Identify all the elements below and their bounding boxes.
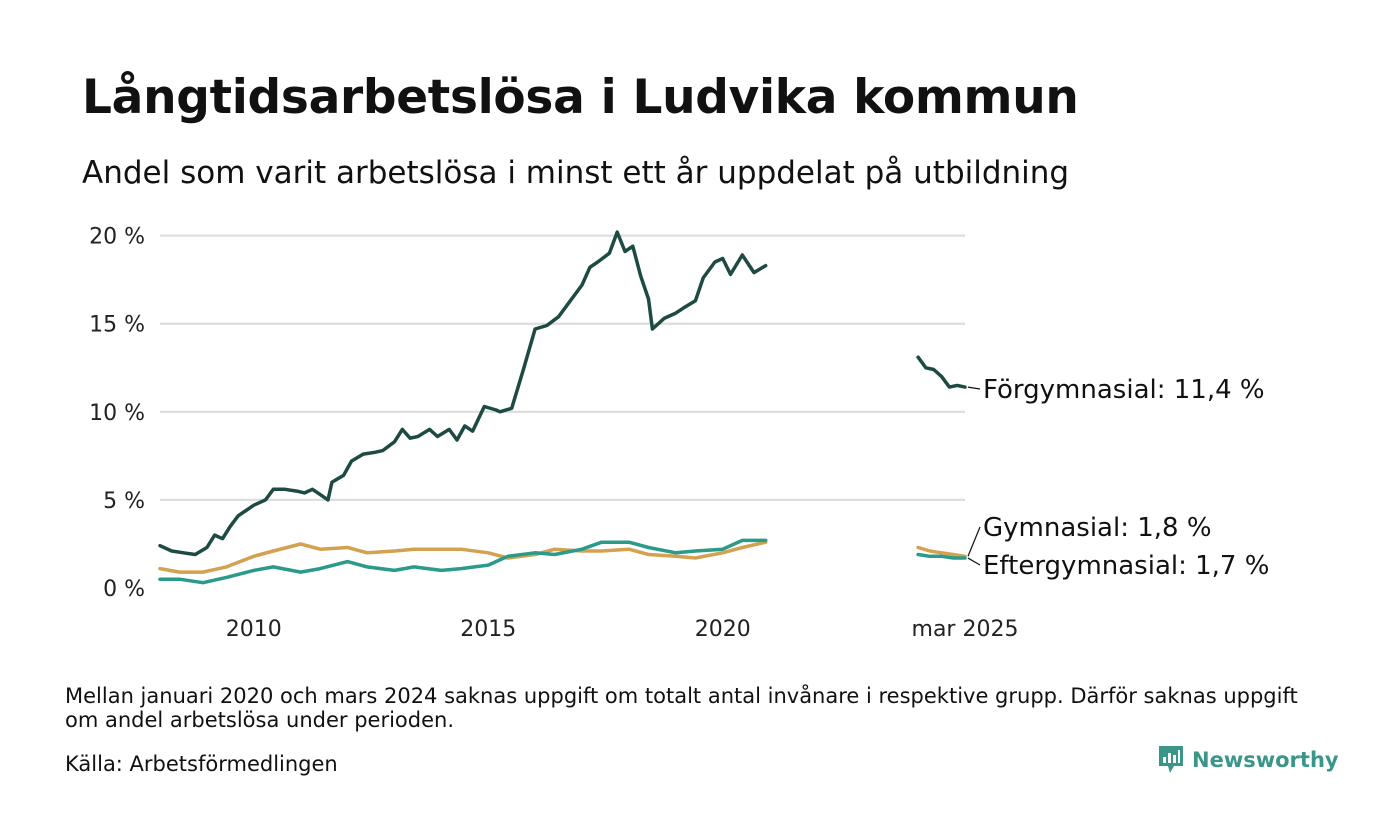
label-leader-line: [967, 557, 981, 566]
chart-title: Långtidsarbetslösa i Ludvika kommun: [82, 70, 1079, 125]
y-tick-label: 15 %: [89, 313, 145, 338]
y-tick-label: 5 %: [103, 489, 145, 514]
series-end-label: Förgymnasial: 11,4 %: [983, 375, 1265, 405]
y-tick-label: 10 %: [89, 401, 145, 426]
x-tick-label: 2020: [695, 617, 751, 642]
source-credit: Källa: Arbetsförmedlingen: [65, 752, 338, 776]
brand-name: Newsworthy: [1192, 748, 1339, 772]
grid-lines: [160, 234, 965, 502]
series-line-förgymnasial: [158, 230, 768, 557]
series-line-gymnasial: [158, 540, 768, 574]
x-tick-label: mar 2025: [912, 617, 1019, 642]
label-leader-line: [967, 526, 981, 557]
chart-subtitle: Andel som varit arbetslösa i minst ett å…: [82, 155, 1070, 191]
series-line-eftergymnasial: [916, 552, 967, 560]
series-line-förgymnasial: [916, 355, 967, 389]
series-end-label: Gymnasial: 1,8 %: [983, 513, 1212, 543]
y-tick-label: 0 %: [103, 577, 145, 602]
series-end-label: Eftergymnasial: 1,7 %: [983, 551, 1269, 581]
y-axis-ticks: 0 % 5 % 10 % 15 % 20 %: [89, 225, 145, 602]
y-tick-label: 20 %: [89, 225, 145, 250]
series-line-gymnasial: [916, 545, 967, 559]
x-axis-ticks: 2010 2015 2020 mar 2025: [226, 617, 1019, 642]
line-chart: 0 %5 %10 %15 %20 % 2010 2015 2020 mar 2025 …: [89, 225, 1269, 642]
newsworthy-logo-icon: [1159, 746, 1183, 773]
x-tick-label: 2010: [226, 617, 282, 642]
brand-logo[interactable]: Newsworthy: [1158, 745, 1339, 775]
series-end-labels: Förgymnasial: 11,4 % Gymnasial: 1,8 % Efte…: [967, 375, 1269, 581]
series-line-eftergymnasial: [158, 538, 768, 585]
series-lines: [158, 230, 967, 585]
label-leader-line: [967, 386, 981, 390]
chart-footnote: Mellan januari 2020 och mars 2024 saknas…: [65, 684, 1298, 732]
x-tick-label: 2015: [460, 617, 516, 642]
